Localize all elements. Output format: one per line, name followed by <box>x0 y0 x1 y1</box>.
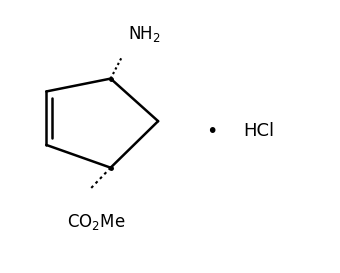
Text: CO$_2$Me: CO$_2$Me <box>67 212 125 232</box>
Text: •: • <box>206 121 217 141</box>
Text: NH$_2$: NH$_2$ <box>129 24 161 44</box>
Text: HCl: HCl <box>243 122 275 140</box>
